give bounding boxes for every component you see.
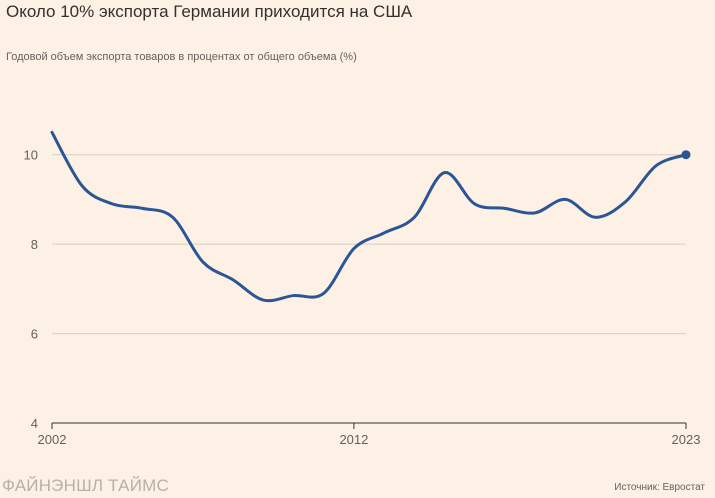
x-tick-label-2023: 2023 <box>672 432 701 447</box>
source-note: Источник: Евростат <box>614 482 705 493</box>
brand-logo-text: ФАЙНЭНШЛ ТАЙМС <box>2 476 169 496</box>
x-tick-label-2002: 2002 <box>38 432 67 447</box>
y-tick-label-4: 4 <box>31 416 38 431</box>
y-tick-label-6: 6 <box>31 327 38 342</box>
series-line <box>52 132 686 300</box>
y-tick-label-10: 10 <box>24 148 38 163</box>
end-point-marker <box>682 150 691 159</box>
x-tick-label-2012: 2012 <box>339 432 368 447</box>
y-tick-label-8: 8 <box>31 237 38 252</box>
